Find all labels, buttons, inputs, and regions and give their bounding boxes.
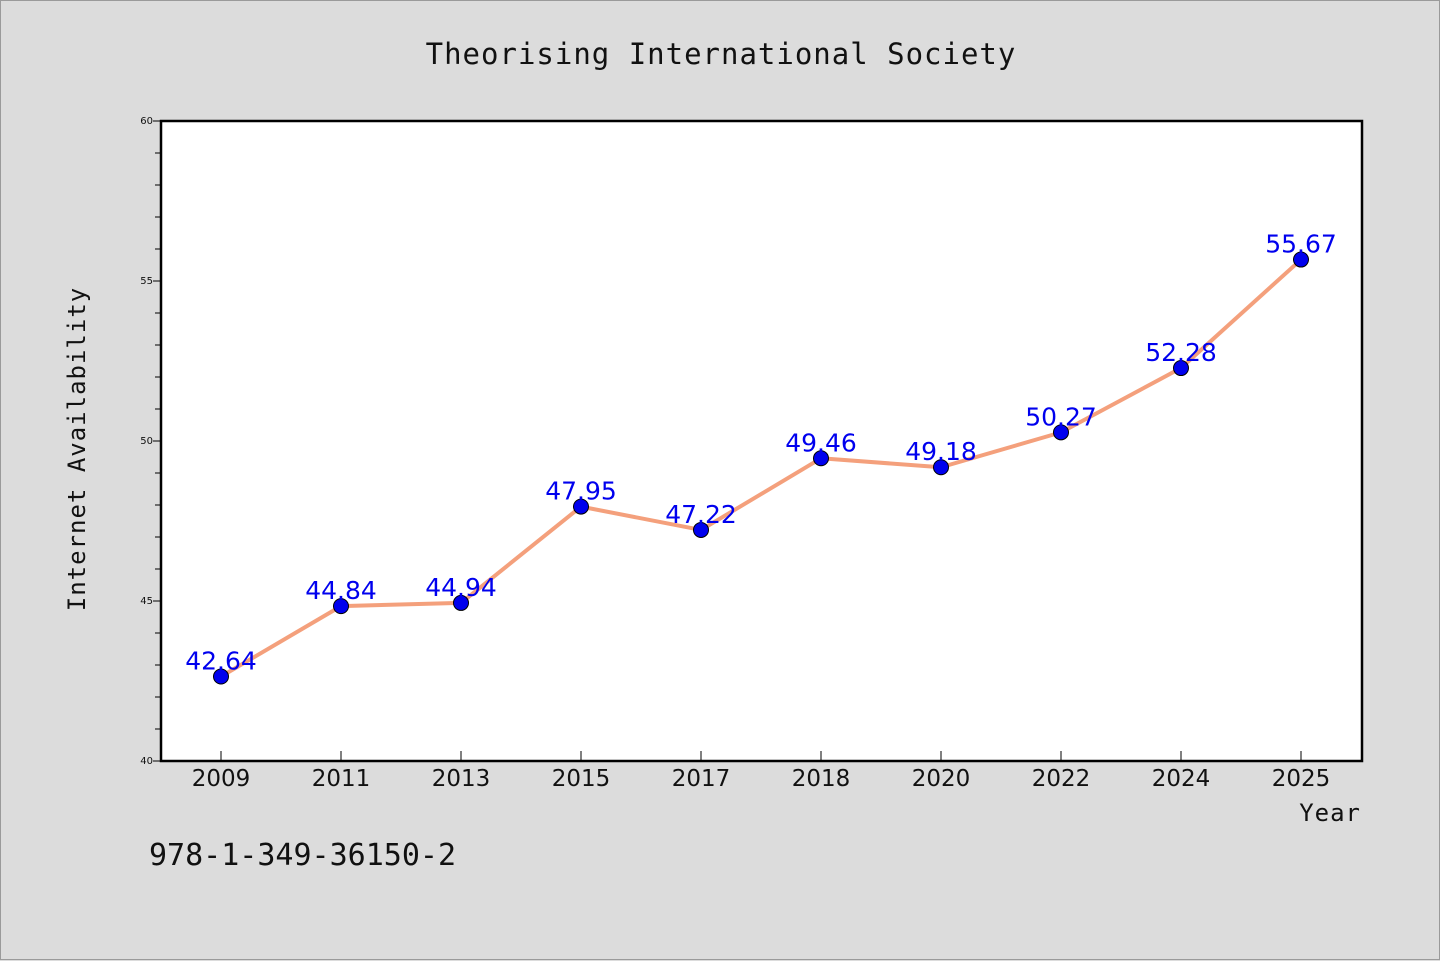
x-tick-label: 2009 — [192, 766, 251, 792]
x-tick-label: 2020 — [912, 766, 971, 792]
y-tick-label: 55 — [140, 276, 153, 287]
data-point — [573, 498, 589, 515]
y-tick-label: 50 — [140, 436, 153, 447]
data-series — [213, 251, 1309, 685]
plot-area — [159, 119, 1364, 763]
chart-title: Theorising International Society — [426, 37, 1017, 71]
x-tick-label: 2025 — [1272, 766, 1331, 792]
data-label: 52.28 — [1145, 338, 1217, 367]
data-point — [1173, 360, 1189, 377]
data-point — [1053, 424, 1069, 441]
x-tick-label: 2018 — [792, 766, 851, 792]
data-point — [813, 450, 829, 467]
y-tick-label: 40 — [140, 756, 153, 767]
y-tick-label: 60 — [140, 116, 153, 127]
x-tick-label: 2015 — [552, 766, 611, 792]
data-label: 42.64 — [185, 647, 257, 676]
x-tick-label: 2022 — [1032, 766, 1091, 792]
isbn-text: 978-1-349-36150-2 — [149, 838, 456, 873]
x-axis-ticks: 2009 2011 2013 2015 2017 2018 2020 2022 2024 2025 — [192, 751, 1331, 792]
data-point — [333, 598, 349, 615]
series-line — [219, 258, 1303, 679]
data-point — [213, 668, 229, 685]
data-label: 50.27 — [1025, 402, 1097, 431]
data-point — [693, 521, 709, 538]
data-label: 49.18 — [905, 437, 977, 466]
x-tick-label: 2013 — [432, 766, 491, 792]
x-tick-label: 2024 — [1152, 766, 1211, 792]
x-tick-label: 2011 — [312, 766, 371, 792]
data-label: 55.67 — [1265, 230, 1337, 259]
y-tick-label: 45 — [140, 596, 153, 607]
y-axis-label: Internet Availability — [63, 287, 91, 611]
x-axis-label: Year — [1299, 799, 1361, 827]
x-tick-label: 2017 — [672, 766, 731, 792]
data-point — [933, 459, 949, 476]
data-label: 47.95 — [545, 477, 617, 506]
data-label: 44.94 — [425, 573, 497, 602]
data-point — [453, 594, 469, 611]
y-axis-ticks: 40 45 50 55 60 — [140, 116, 161, 767]
data-label: 49.46 — [785, 428, 857, 457]
data-label: 44.84 — [305, 576, 377, 605]
data-labels: 42.64 44.84 44.94 47.95 47.22 49.46 49.18 50.27… — [185, 230, 1337, 676]
data-label: 47.22 — [665, 500, 737, 529]
data-point — [1293, 251, 1309, 268]
